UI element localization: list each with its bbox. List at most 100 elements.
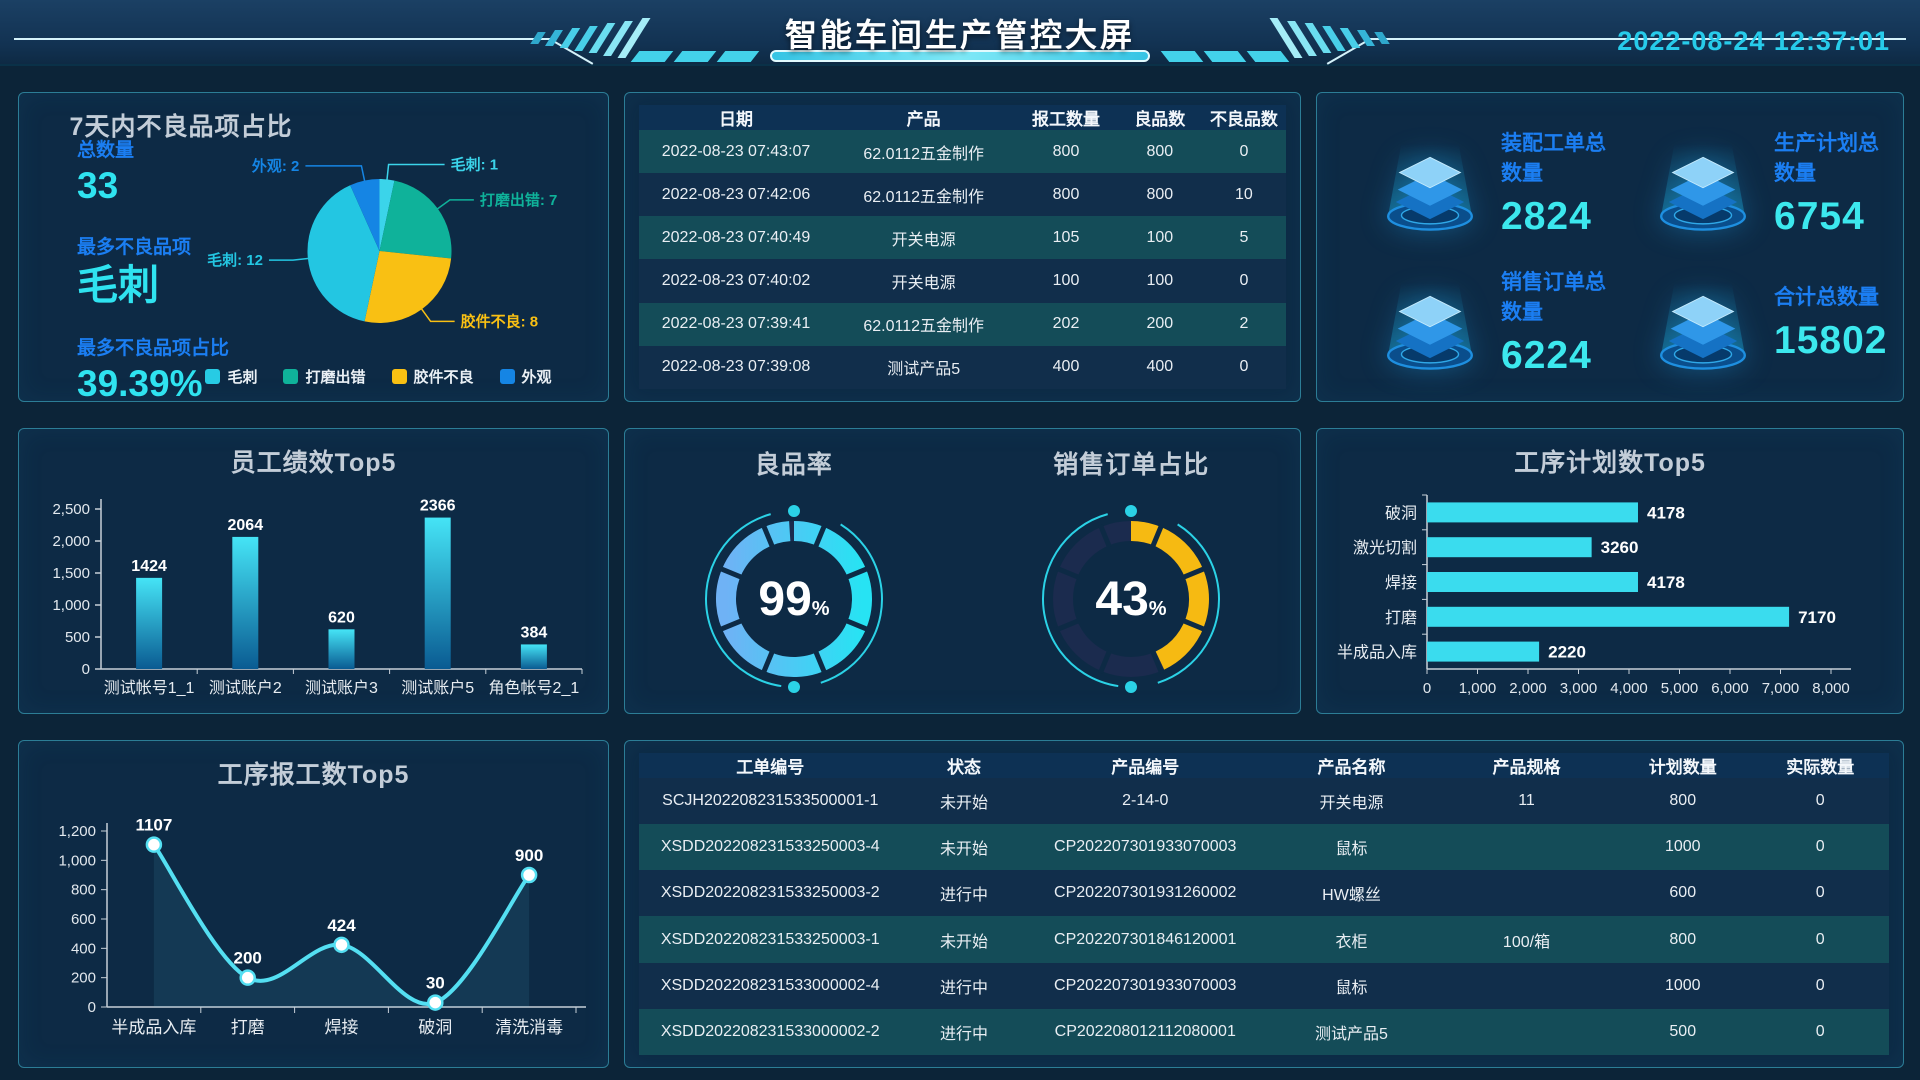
panel-report-quality-table: 日期 产品 报工数量 良品数 不良品数 2022-08-23 07:43:07 62.01… — [624, 92, 1301, 402]
svg-text:打磨出错: 7: 打磨出错: 7 — [480, 191, 558, 209]
table-cell: SCJH202208231533500001-1 — [662, 792, 879, 810]
stat-card-label: 合计总数量 — [1774, 285, 1879, 309]
svg-text:破洞: 破洞 — [418, 1018, 452, 1037]
table-row: 2022-08-23 07:39:08 测试产品5 400 400 0 — [639, 345, 1286, 389]
panel-defect-ratio: 7天内不良品项占比 总数量 33 最多不良品项 毛刺 最多不良品项占比 39.3… — [18, 92, 609, 402]
table-row: XSDD202208231533000002-4 进行中 CP20220730193… — [639, 962, 1889, 1009]
svg-text:激光切割: 激光切割 — [1353, 539, 1417, 557]
table-cell: 2022-08-23 07:39:08 — [661, 358, 811, 376]
table-cell: 衣柜 — [1335, 933, 1368, 951]
quality-table-header-row: 日期 产品 报工数量 良品数 不良品数 — [639, 105, 1286, 130]
column-header: 计划数量 — [1614, 753, 1752, 778]
legend-item: 毛刺 — [205, 366, 257, 387]
yield-gauge-block: 良品率 99% — [625, 429, 963, 713]
svg-text:测试帐号1_1: 测试帐号1_1 — [104, 679, 195, 697]
table-row: XSDD202208231533250003-2 进行中 CP20220730193… — [639, 870, 1889, 917]
table-cell: 开关电源 — [891, 231, 956, 249]
table-cell: 800 — [1052, 142, 1080, 160]
header-center-decoration — [630, 50, 1290, 62]
table-cell: 400 — [1146, 358, 1174, 376]
legend-label: 毛刺 — [227, 369, 258, 386]
table-cell: 800 — [1146, 142, 1174, 160]
table-cell: 未开始 — [939, 841, 988, 859]
orders-table: 工单编号 状态 产品编号 产品名称 产品规格 计划数量 实际数量 SCJH202208231… — [639, 753, 1889, 1055]
svg-text:620: 620 — [328, 609, 355, 626]
table-cell: 进行中 — [939, 979, 988, 997]
panel-work-orders-table: 工单编号 状态 产品编号 产品名称 产品规格 计划数量 实际数量 SCJH202208231… — [624, 740, 1904, 1068]
svg-text:焊接: 焊接 — [1385, 574, 1417, 592]
table-cell: 800 — [1052, 185, 1080, 203]
process-report-line-chart: 0 200 400 600 800 1,000 1,200 1107 半成品入库 200 打磨 424… — [58, 816, 586, 1037]
table-row: 2022-08-23 07:40:49 开关电源 105 100 5 — [639, 216, 1286, 260]
svg-text:1,200: 1,200 — [58, 823, 96, 840]
svg-text:4,000: 4,000 — [1610, 680, 1648, 697]
table-cell: 2-14-0 — [1122, 792, 1169, 810]
table-cell: 100 — [1146, 272, 1174, 290]
panel-title-staff-performance: 员工绩效Top5 — [230, 449, 397, 477]
table-cell: 1000 — [1664, 976, 1701, 994]
legend-label: 打磨出错 — [305, 369, 366, 386]
table-cell: CP202207301931260002 — [1054, 884, 1237, 902]
svg-text:400: 400 — [71, 940, 96, 957]
table-cell: CP202208012112080001 — [1054, 1022, 1236, 1040]
svg-text:99%: 99% — [758, 573, 829, 626]
table-row: 2022-08-23 07:43:07 62.0112五金制作 800 800 0 — [639, 130, 1286, 174]
datetime-display: 2022-08-24 12:37:01 — [1617, 26, 1890, 56]
table-cell: 800 — [1669, 792, 1697, 810]
table-cell: 未开始 — [939, 795, 988, 813]
svg-text:外观: 2: 外观: 2 — [251, 157, 300, 175]
panel-title-process-report: 工序报工数Top5 — [217, 761, 410, 789]
yield-gauge-chart: 99% — [704, 505, 883, 693]
column-header: 日期 — [639, 105, 834, 130]
table-row: XSDD202208231533250003-4 未开始 CP20220730193… — [639, 824, 1889, 871]
table-cell: 62.0112五金制作 — [863, 318, 984, 336]
table-cell: 62.0112五金制作 — [863, 188, 984, 206]
stat-card-label: 装配工单总数量 — [1501, 131, 1606, 185]
svg-text:半成品入库: 半成品入库 — [1337, 644, 1417, 662]
table-cell: 进行中 — [939, 887, 988, 905]
svg-text:500: 500 — [65, 629, 90, 646]
column-header: 工单编号 — [639, 753, 902, 778]
table-cell: 0 — [1815, 838, 1825, 856]
table-cell: CP202207301846120001 — [1054, 930, 1237, 948]
defect-top-ratio-label: 最多不良品项占比 — [77, 337, 230, 359]
layers-icon — [1373, 265, 1487, 379]
table-cell — [1439, 870, 1614, 916]
defect-total-value: 33 — [77, 165, 119, 206]
svg-text:2,500: 2,500 — [52, 501, 90, 518]
legend-item: 胶件不良 — [391, 366, 474, 387]
svg-text:2064: 2064 — [228, 517, 264, 534]
svg-text:半成品入库: 半成品入库 — [111, 1018, 196, 1037]
table-cell: 500 — [1669, 1022, 1697, 1040]
table-cell: 100/箱 — [1502, 933, 1551, 951]
stat-card-value: 2824 — [1501, 194, 1592, 238]
svg-text:43%: 43% — [1096, 573, 1167, 626]
panel-process-report: 工序报工数Top5 0 200 400 600 800 1,000 1,200 1107 半成品… — [18, 740, 609, 1068]
panel-totals: 装配工单总数量 2824 生产计划总数量 6754 销售订单总数量 6224 — [1316, 92, 1904, 402]
svg-text:30: 30 — [426, 974, 445, 993]
svg-text:打磨: 打磨 — [1385, 609, 1417, 627]
table-cell: 鼠标 — [1335, 841, 1368, 859]
svg-text:毛刺: 1: 毛刺: 1 — [451, 155, 499, 173]
svg-text:测试账户3: 测试账户3 — [305, 679, 378, 697]
svg-text:384: 384 — [521, 624, 548, 641]
table-cell: XSDD202208231533250003-1 — [660, 930, 880, 948]
table-cell — [1439, 1009, 1614, 1055]
column-header: 报工数量 — [1014, 105, 1118, 130]
svg-text:清洗消毒: 清洗消毒 — [495, 1018, 563, 1037]
table-cell: 2022-08-23 07:43:07 — [661, 142, 811, 160]
svg-text:2220: 2220 — [1548, 643, 1586, 662]
quality-table: 日期 产品 报工数量 良品数 不良品数 2022-08-23 07:43:07 62.01… — [639, 105, 1286, 389]
stat-cards-grid: 装配工单总数量 2824 生产计划总数量 6754 销售订单总数量 6224 — [1347, 113, 1893, 391]
svg-text:角色帐号2_1: 角色帐号2_1 — [489, 679, 580, 697]
table-cell: 测试产品5 — [1315, 1025, 1388, 1043]
stat-card-value: 6754 — [1774, 194, 1865, 238]
table-cell: 400 — [1052, 358, 1080, 376]
panel-process-plan: 工序计划数Top5 0 1,000 2,000 3,000 4,000 5,000 6,00… — [1316, 428, 1904, 714]
panel-title-defect-ratio: 7天内不良品项占比 — [69, 113, 293, 141]
header-right-line — [1366, 38, 1906, 40]
orders-table-header-row: 工单编号 状态 产品编号 产品名称 产品规格 计划数量 实际数量 — [639, 753, 1889, 778]
table-row: 2022-08-23 07:42:06 62.0112五金制作 800 800 10 — [639, 173, 1286, 217]
defect-top-item: 最多不良品项 毛刺 — [77, 232, 229, 308]
table-cell: HW螺丝 — [1322, 887, 1381, 905]
